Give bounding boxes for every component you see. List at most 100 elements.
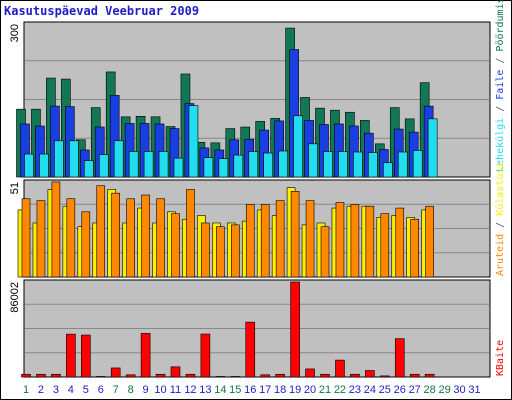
bar-kbytes-day-1 (21, 373, 31, 378)
legend-item: Külastusi (495, 162, 506, 216)
bar-kbytes-day-14 (215, 376, 226, 378)
x-tick-label: 25 (379, 384, 391, 396)
legend-top: Lehekülgi / Faile / Pöördumisi (495, 0, 506, 172)
bar-hosts-day-21 (320, 226, 330, 278)
x-tick-label: 29 (438, 384, 450, 396)
bar-kbytes-day-11 (170, 366, 181, 378)
legend-item: Lehekülgi (495, 118, 506, 172)
bar-kbytes-day-2 (36, 373, 46, 378)
bar-files-day-19 (293, 115, 303, 178)
x-tick-label: 6 (98, 384, 104, 396)
bar-kbytes-day-25 (379, 375, 390, 378)
legend-separator: / (495, 52, 506, 70)
x-tick-label: 21 (319, 384, 331, 396)
x-tick-label: 16 (244, 384, 256, 396)
bar-files-day-1 (24, 153, 34, 178)
bar-hosts-day-2 (36, 200, 46, 278)
bar-kbytes-day-23 (350, 373, 360, 378)
x-tick-label: 23 (349, 384, 361, 396)
bar-kbytes-day-4 (66, 333, 76, 378)
bar-files-day-20 (308, 143, 318, 178)
x-tick-label: 24 (364, 384, 376, 396)
legend-item: Pöördumisi (495, 0, 506, 52)
bar-files-day-22 (338, 151, 348, 178)
bar-files-day-16 (248, 151, 259, 178)
x-tick-label: 28 (424, 384, 436, 396)
bar-kbytes-day-15 (230, 376, 241, 378)
chart-title: Kasutuspäevad Veebruar 2009 (4, 4, 200, 18)
x-tick-label: 9 (143, 384, 149, 396)
bar-files-day-18 (278, 150, 288, 178)
bar-kbytes-day-26 (394, 338, 405, 378)
legend-item: Faile (495, 70, 506, 100)
bar-files-day-26 (397, 151, 408, 178)
bar-files-day-12 (188, 105, 199, 178)
bar-kbytes-day-24 (365, 370, 375, 378)
x-tick-label: 15 (229, 384, 241, 396)
bar-files-day-9 (143, 151, 154, 178)
bar-hosts-day-20 (305, 200, 315, 278)
x-tick-label: 12 (184, 384, 196, 396)
bar-hosts-day-6 (96, 185, 106, 278)
bar-files-day-8 (128, 151, 139, 178)
bar-kbytes-day-21 (320, 373, 330, 378)
x-tick-label: 10 (154, 384, 166, 396)
x-tick-label: 11 (170, 384, 181, 396)
bar-hosts-day-7 (111, 192, 120, 278)
legend-middle: Aruteid / Külastusi (495, 162, 506, 276)
bar-hosts-day-27 (410, 218, 420, 278)
bar-hosts-day-26 (395, 207, 405, 278)
bar-hosts-day-4 (66, 198, 76, 278)
bar-kbytes-day-7 (110, 367, 121, 378)
legend-item: KBaite (495, 340, 506, 376)
x-tick-label: 1 (23, 384, 29, 396)
bar-hosts-day-19 (290, 191, 300, 278)
x-tick-label: 19 (289, 384, 301, 396)
bar-hosts-day-16 (245, 204, 255, 278)
x-tick-label: 2 (38, 384, 44, 396)
bar-files-day-5 (84, 160, 94, 178)
bar-hosts-day-24 (365, 205, 375, 278)
bar-files-day-14 (218, 158, 229, 178)
bar-kbytes-day-18 (275, 373, 285, 378)
bar-hosts-day-15 (231, 224, 240, 278)
bar-kbytes-day-8 (125, 374, 136, 378)
bar-kbytes-day-19 (290, 281, 300, 378)
x-tick-label: 7 (113, 384, 119, 396)
bar-files-day-24 (368, 152, 378, 178)
bar-hosts-day-23 (350, 204, 360, 278)
x-tick-label: 8 (128, 384, 134, 396)
x-tick-label: 22 (334, 384, 346, 396)
bar-files-day-3 (54, 140, 64, 178)
bar-kbytes-day-17 (260, 374, 271, 378)
x-tick-label: 4 (68, 384, 74, 396)
bar-files-day-13 (203, 157, 214, 178)
bar-hosts-day-13 (201, 222, 210, 278)
bar-kbytes-day-12 (185, 373, 196, 378)
x-tick-label: 26 (394, 384, 406, 396)
bar-files-day-25 (382, 162, 393, 178)
bar-kbytes-day-27 (409, 373, 420, 378)
bar-kbytes-day-6 (95, 376, 106, 378)
bar-files-day-27 (412, 150, 423, 178)
bar-hosts-day-5 (81, 211, 91, 278)
bar-kbytes-day-20 (305, 368, 315, 378)
bar-files-day-15 (233, 154, 244, 178)
legend-separator: / (495, 100, 506, 118)
bar-files-day-17 (263, 152, 274, 178)
bar-hosts-day-17 (260, 204, 270, 278)
legend-bottom: KBaite (495, 340, 506, 376)
bar-hosts-day-3 (51, 181, 61, 278)
x-tick-label: 14 (214, 384, 226, 396)
bar-hosts-day-14 (216, 226, 225, 278)
x-tick-label: 27 (409, 384, 421, 396)
x-tick-label: 18 (274, 384, 286, 396)
bar-files-day-4 (69, 140, 79, 178)
bar-files-day-11 (173, 157, 184, 178)
bar-hosts-day-10 (156, 198, 165, 278)
bar-files-day-21 (323, 151, 333, 178)
x-tick-label: 3 (53, 384, 59, 396)
bar-kbytes-day-22 (335, 359, 345, 378)
scale-label-middle: 51 (9, 182, 21, 194)
